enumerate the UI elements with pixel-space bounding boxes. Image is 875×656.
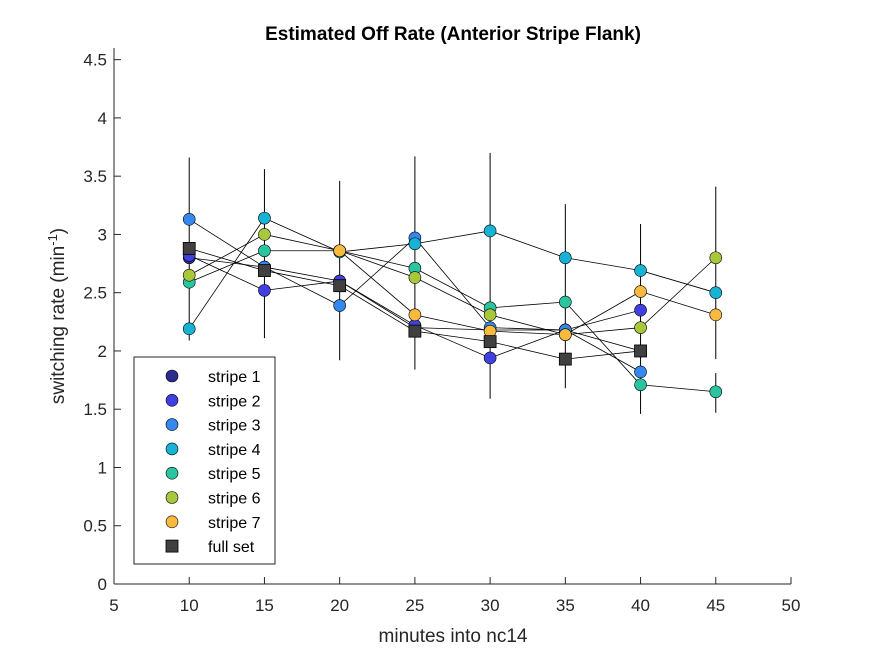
legend-marker (165, 418, 179, 431)
data-point (408, 271, 422, 284)
data-point (408, 237, 422, 251)
data-point (258, 284, 271, 297)
y-axis-title-main: switching rate (min (48, 246, 69, 404)
data-point (559, 328, 572, 341)
y-tick-label: 1 (98, 458, 107, 477)
data-point (634, 365, 647, 379)
data-point (182, 268, 196, 282)
data-point (559, 295, 572, 309)
x-tick-label: 15 (255, 596, 274, 615)
x-tick-label: 20 (330, 596, 349, 615)
data-point (408, 324, 422, 338)
data-point (634, 264, 647, 277)
data-point (258, 264, 271, 277)
legend-marker (165, 393, 179, 407)
data-point (709, 308, 723, 322)
data-point (258, 211, 271, 225)
legend-label: stripe 1 (208, 369, 261, 386)
data-point (182, 322, 196, 336)
legend-label: stripe 4 (208, 442, 261, 459)
y-tick-label: 2 (98, 342, 107, 361)
legend-label: stripe 3 (208, 418, 261, 435)
x-tick-label: 35 (556, 596, 575, 615)
legend-marker (165, 369, 179, 383)
data-point (634, 378, 647, 392)
x-axis: 5 10 15 20 25 30 35 40 45 50 (109, 577, 800, 615)
y-axis-title-close: ) (48, 228, 69, 234)
legend-marker (165, 515, 179, 529)
legend: stripe 1 stripe 2 stripe 3 stripe 4 stripe 5… (133, 356, 276, 565)
data-point (634, 344, 647, 358)
plot-area (182, 152, 723, 414)
y-axis-title-sup: -1 (45, 234, 60, 246)
data-point (634, 285, 647, 298)
x-tick-label: 25 (405, 596, 424, 615)
series-line (189, 234, 717, 336)
data-point (333, 299, 346, 312)
data-point (333, 279, 347, 293)
legend-marker (165, 491, 179, 504)
data-point (483, 335, 497, 349)
data-point (258, 228, 271, 241)
y-axis: 0 0.5 1 1.5 2 2.5 3 3.5 4 4.5 (83, 48, 121, 594)
legend-marker (165, 442, 179, 456)
legend-label: stripe 2 (208, 393, 261, 410)
x-tick-label: 45 (706, 596, 725, 615)
x-axis-title: minutes into nc14 (379, 626, 528, 647)
x-tick-label: 30 (481, 596, 500, 615)
data-point (483, 308, 497, 322)
legend-marker (165, 466, 179, 480)
y-tick-label: 2.5 (83, 284, 107, 303)
y-tick-label: 3.5 (83, 167, 107, 186)
legend-box (133, 356, 276, 565)
data-point (559, 251, 572, 265)
data-point (634, 303, 647, 317)
data-point (634, 321, 647, 334)
legend-marker (165, 539, 179, 553)
legend-label: full set (208, 539, 255, 556)
chart-title: Estimated Off Rate (Anterior Stripe Flan… (265, 24, 641, 45)
series-line (339, 250, 716, 336)
data-point (182, 242, 196, 255)
legend-label: stripe 5 (208, 466, 261, 483)
x-tick-label: 5 (109, 596, 118, 615)
legend-label: stripe 6 (208, 491, 261, 508)
y-tick-label: 3 (98, 225, 107, 244)
data-point (709, 385, 723, 399)
data-point (558, 352, 572, 366)
y-tick-label: 1.5 (83, 400, 107, 419)
y-axis-title: switching rate (min-1) (45, 228, 69, 404)
x-tick-label: 50 (782, 596, 801, 615)
y-tick-label: 0 (98, 575, 107, 594)
data-point (182, 212, 196, 226)
x-tick-label: 10 (180, 596, 199, 615)
legend-label: stripe 7 (208, 515, 261, 532)
y-tick-label: 0.5 (83, 517, 107, 536)
x-tick-label: 40 (631, 596, 650, 615)
y-tick-label: 4 (98, 109, 107, 128)
data-point (709, 286, 723, 299)
data-point (483, 224, 497, 238)
data-point (483, 351, 497, 365)
series-line (188, 217, 716, 330)
data-point (258, 244, 271, 258)
data-point (408, 308, 422, 322)
y-tick-label: 4.5 (83, 51, 107, 70)
data-point (333, 244, 346, 258)
series-line (189, 250, 716, 393)
data-point (709, 251, 723, 265)
